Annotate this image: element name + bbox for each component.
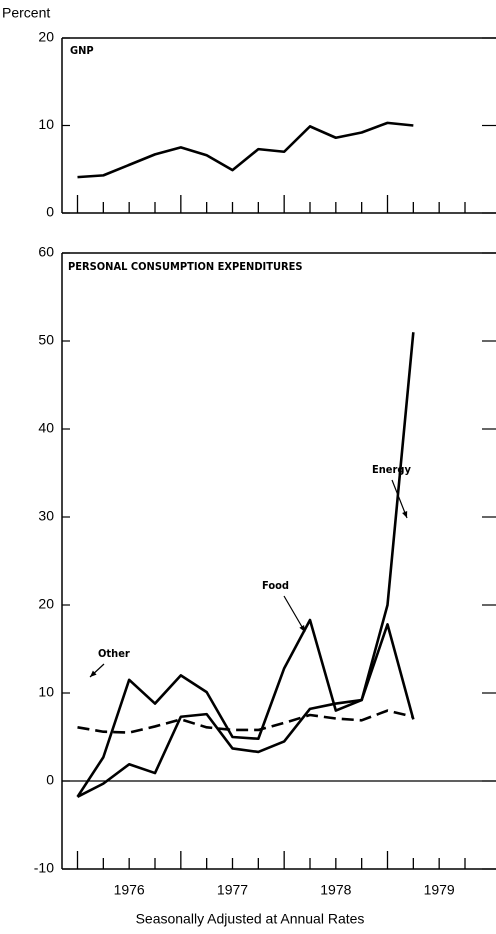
- arrow-head: [90, 670, 97, 677]
- y-tick-label: 20: [38, 29, 54, 45]
- annotation-arrow: [391, 479, 408, 519]
- y-tick-label: 40: [38, 420, 54, 436]
- y-tick-label: 0: [46, 772, 54, 788]
- annotation: GNP: [70, 44, 94, 57]
- x-tick-label: 1976: [114, 882, 145, 898]
- x-axis-label: Seasonally Adjusted at Annual Rates: [136, 911, 365, 927]
- data-line: [76, 332, 415, 798]
- y-tick-label: 20: [38, 596, 54, 612]
- y-tick-label: -10: [34, 860, 54, 876]
- annotation-arrow: [283, 595, 306, 633]
- y-tick-label: 0: [46, 204, 54, 220]
- y-tick-label: 30: [38, 508, 54, 524]
- y-tick-label: 10: [38, 116, 54, 132]
- x-tick-label: 1977: [217, 882, 248, 898]
- y-tick-label: 50: [38, 332, 54, 348]
- data-line: [77, 709, 414, 734]
- arrow-head: [402, 511, 408, 518]
- y-tick-label: 10: [38, 684, 54, 700]
- annotation: Food: [262, 579, 289, 592]
- annotation: PERSONAL CONSUMPTION EXPENDITURES: [68, 260, 303, 273]
- y-tick-label: 60: [38, 244, 54, 260]
- x-tick-label: 1978: [320, 882, 351, 898]
- y-axis-label: Percent: [2, 5, 50, 21]
- annotation: Energy: [372, 463, 411, 476]
- annotation: Other: [98, 647, 130, 660]
- data-line: [77, 121, 414, 179]
- x-tick-label: 1979: [424, 882, 455, 898]
